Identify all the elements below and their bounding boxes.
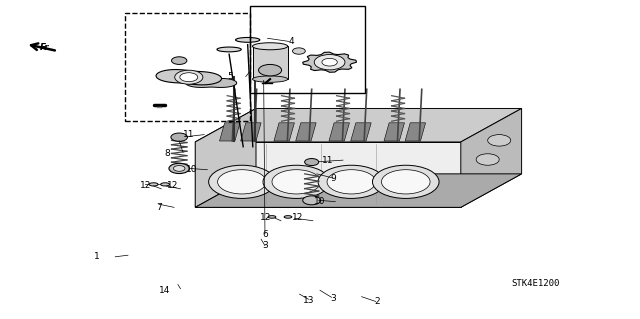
Circle shape <box>169 163 189 174</box>
Text: 7: 7 <box>156 203 161 212</box>
Circle shape <box>476 154 499 165</box>
Ellipse shape <box>284 216 292 218</box>
Polygon shape <box>329 123 349 141</box>
Text: 4: 4 <box>289 37 294 46</box>
Text: 9: 9 <box>330 174 335 183</box>
Polygon shape <box>303 52 356 72</box>
Polygon shape <box>241 123 261 141</box>
Circle shape <box>263 165 330 198</box>
Ellipse shape <box>236 38 260 42</box>
Circle shape <box>372 165 439 198</box>
Circle shape <box>173 166 185 171</box>
Circle shape <box>322 58 337 66</box>
Text: 3: 3 <box>263 241 268 250</box>
Polygon shape <box>274 123 294 141</box>
Circle shape <box>292 48 305 54</box>
Polygon shape <box>405 123 426 141</box>
Circle shape <box>180 73 198 82</box>
Polygon shape <box>186 78 237 87</box>
Circle shape <box>381 170 430 194</box>
Bar <box>250 6 365 93</box>
Circle shape <box>218 170 266 194</box>
Circle shape <box>175 70 203 84</box>
Polygon shape <box>195 108 256 207</box>
Bar <box>125 13 250 121</box>
Text: 2: 2 <box>375 297 380 306</box>
Ellipse shape <box>252 76 288 82</box>
Polygon shape <box>461 108 522 207</box>
Text: 10: 10 <box>314 197 326 206</box>
Text: 5: 5 <box>228 72 233 81</box>
Text: STK4E1200: STK4E1200 <box>511 279 560 288</box>
Circle shape <box>488 135 511 146</box>
Circle shape <box>171 133 188 141</box>
Circle shape <box>209 165 275 198</box>
Circle shape <box>303 196 321 205</box>
Ellipse shape <box>217 47 241 52</box>
Polygon shape <box>384 123 404 141</box>
Text: 12: 12 <box>292 213 303 222</box>
Text: 10: 10 <box>186 165 198 174</box>
Polygon shape <box>195 108 522 142</box>
Circle shape <box>318 165 385 198</box>
Polygon shape <box>253 46 288 79</box>
Ellipse shape <box>252 43 288 50</box>
Ellipse shape <box>268 216 276 218</box>
Text: 13: 13 <box>303 296 314 305</box>
Circle shape <box>305 159 319 166</box>
Text: 8: 8 <box>165 149 170 158</box>
Circle shape <box>314 55 345 70</box>
Text: 11: 11 <box>183 130 195 139</box>
Text: 3: 3 <box>330 294 335 303</box>
Circle shape <box>272 170 321 194</box>
Polygon shape <box>296 123 316 141</box>
Text: 6: 6 <box>263 230 268 239</box>
Text: 12: 12 <box>167 181 179 190</box>
Circle shape <box>259 64 282 76</box>
Circle shape <box>327 170 376 194</box>
Polygon shape <box>195 142 461 207</box>
Text: 1: 1 <box>95 252 100 261</box>
Text: 12: 12 <box>140 181 152 190</box>
Text: Fr.: Fr. <box>40 43 52 52</box>
Text: 12: 12 <box>260 213 271 222</box>
Ellipse shape <box>161 183 170 186</box>
Polygon shape <box>156 70 221 85</box>
Polygon shape <box>351 123 371 141</box>
Polygon shape <box>195 174 522 207</box>
Text: 14: 14 <box>159 286 171 295</box>
Text: 11: 11 <box>322 156 333 165</box>
Ellipse shape <box>149 183 158 186</box>
Polygon shape <box>220 123 240 141</box>
Circle shape <box>172 57 187 64</box>
